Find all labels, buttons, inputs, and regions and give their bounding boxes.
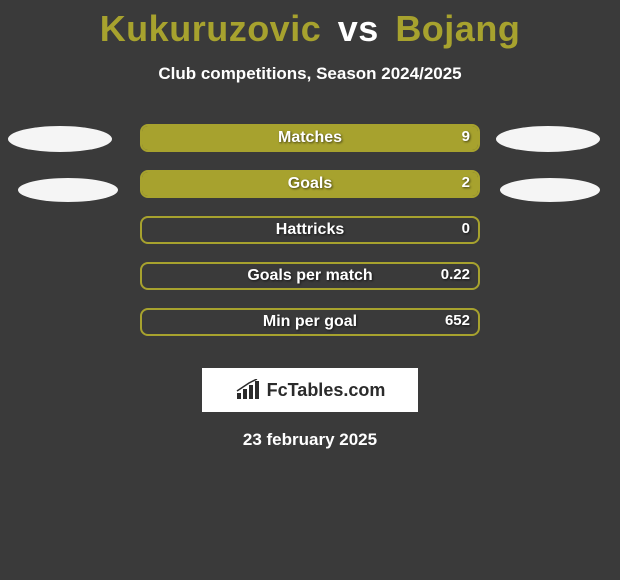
- stat-row: Matches 9: [0, 124, 620, 170]
- stat-row: Min per goal 652: [0, 308, 620, 354]
- stat-row: Goals 2: [0, 170, 620, 216]
- stat-row: Hattricks 0: [0, 216, 620, 262]
- stat-value-right: 0.22: [441, 266, 470, 283]
- subtitle: Club competitions, Season 2024/2025: [0, 64, 620, 84]
- stat-label: Min per goal: [263, 313, 357, 331]
- vs-text: vs: [338, 8, 379, 49]
- stats-container: Matches 9 Goals 2 Hattricks 0 Goals per match 0…: [0, 124, 620, 354]
- stat-bar: Goals: [140, 170, 480, 198]
- stat-label: Matches: [278, 129, 342, 147]
- logo-box: FcTables.com: [202, 368, 418, 412]
- stat-value-right: 652: [445, 312, 470, 329]
- stat-bar: Matches: [140, 124, 480, 152]
- stat-label: Hattricks: [276, 221, 344, 239]
- player2-name: Bojang: [395, 8, 520, 49]
- stat-value-right: 2: [462, 174, 470, 191]
- stat-value-right: 0: [462, 220, 470, 237]
- stat-label: Goals: [288, 175, 332, 193]
- player1-name: Kukuruzovic: [100, 8, 322, 49]
- stat-bar: Min per goal: [140, 308, 480, 336]
- stat-label: Goals per match: [247, 267, 372, 285]
- stat-value-right: 9: [462, 128, 470, 145]
- stat-row: Goals per match 0.22: [0, 262, 620, 308]
- stat-bar: Goals per match: [140, 262, 480, 290]
- chart-icon: [235, 379, 261, 401]
- stat-bar: Hattricks: [140, 216, 480, 244]
- page-title: Kukuruzovic vs Bojang: [0, 0, 620, 50]
- date-text: 23 february 2025: [0, 430, 620, 450]
- logo-text: FcTables.com: [267, 380, 386, 401]
